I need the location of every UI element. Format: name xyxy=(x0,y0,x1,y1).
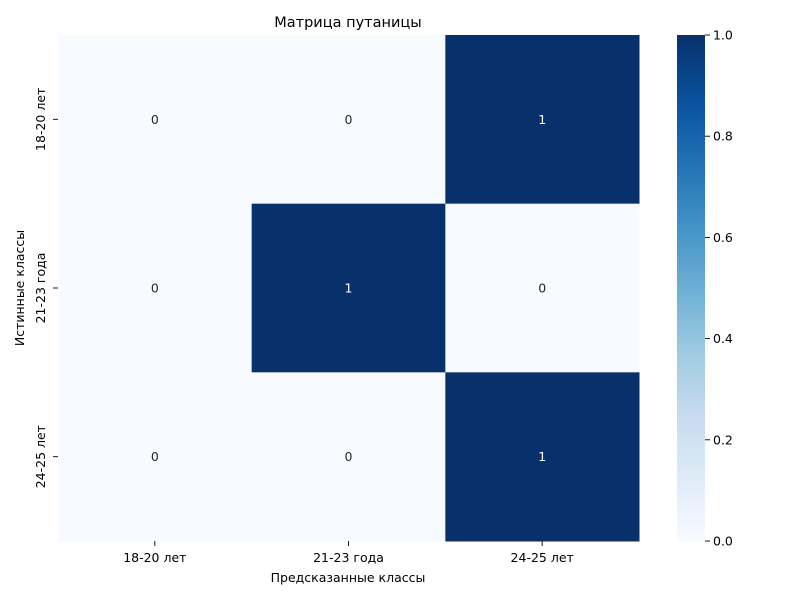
cell-value-label: 1 xyxy=(538,112,546,127)
cell-value-label: 0 xyxy=(151,281,159,296)
heatmap-cell xyxy=(445,35,640,205)
y-tick-label: 21-23 года xyxy=(33,253,48,324)
cell-value-label: 0 xyxy=(151,112,159,127)
y-tick-label: 24-25 лет xyxy=(33,425,48,488)
heatmap-annotations: 0 0 1 0 1 0 0 0 1 xyxy=(151,112,546,464)
colorbar-gradient xyxy=(677,35,705,541)
heatmap-cells xyxy=(58,35,640,542)
colorbar-tick-label: 0.4 xyxy=(713,331,733,346)
colorbar-ticks: 0.0 0.2 0.4 0.6 0.8 1.0 xyxy=(705,28,733,549)
heatmap-cell xyxy=(251,203,446,373)
x-axis: 18-20 лет 21-23 года 24-25 лет xyxy=(123,541,574,565)
cell-value-label: 0 xyxy=(538,281,546,296)
colorbar-tick-label: 0.0 xyxy=(713,534,733,549)
cell-value-label: 0 xyxy=(345,112,353,127)
heatmap-cell xyxy=(58,35,253,205)
cell-value-label: 0 xyxy=(151,449,159,464)
chart-title: Матрица путаницы xyxy=(274,15,421,31)
y-axis: 18-20 лет 21-23 года 24-25 лет xyxy=(33,88,58,488)
y-axis-label: Истинные классы xyxy=(12,230,27,346)
x-tick-label: 18-20 лет xyxy=(123,550,186,565)
cell-value-label: 0 xyxy=(345,449,353,464)
colorbar-tick-label: 0.8 xyxy=(713,129,733,144)
cell-value-label: 1 xyxy=(345,281,353,296)
heatmap-cell xyxy=(445,372,640,542)
colorbar-tick-label: 1.0 xyxy=(713,28,733,43)
cell-value-label: 1 xyxy=(538,449,546,464)
colorbar-tick-label: 0.6 xyxy=(713,230,733,245)
heatmap-cell xyxy=(58,203,253,373)
colorbar xyxy=(677,35,705,541)
x-tick-label: 24-25 лет xyxy=(511,550,574,565)
colorbar-tick-label: 0.2 xyxy=(713,432,733,447)
x-tick-label: 21-23 года xyxy=(313,550,384,565)
heatmap-cell xyxy=(251,372,446,542)
x-axis-label: Предсказанные классы xyxy=(271,570,426,585)
y-tick-label: 18-20 лет xyxy=(33,88,48,151)
heatmap-cell xyxy=(58,372,253,542)
heatmap-cell xyxy=(251,35,446,205)
heatmap-cell xyxy=(445,203,640,373)
